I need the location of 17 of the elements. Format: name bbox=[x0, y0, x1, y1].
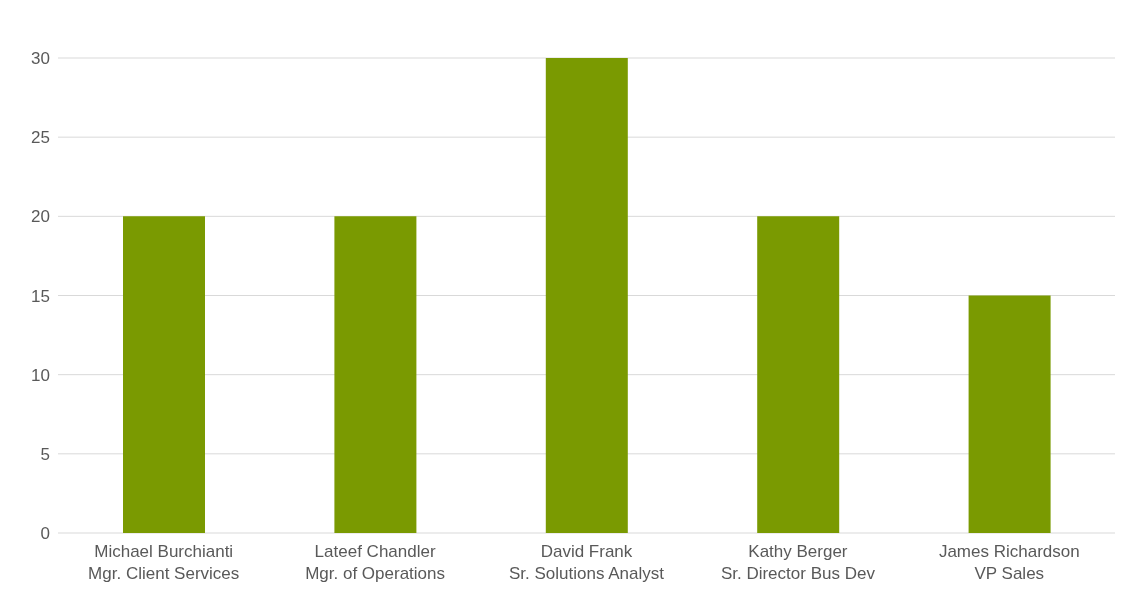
y-tick-label: 30 bbox=[31, 49, 50, 69]
bar bbox=[545, 58, 628, 533]
bar bbox=[968, 295, 1051, 533]
y-tick-label: 15 bbox=[31, 286, 50, 306]
bar bbox=[334, 216, 417, 533]
x-tick-label: Lateef Chandler Mgr. of Operations bbox=[305, 542, 446, 583]
y-tick-label: 20 bbox=[31, 207, 50, 227]
y-tick-label: 0 bbox=[40, 524, 50, 544]
x-tick-label: James Richardson VP Sales bbox=[938, 542, 1080, 583]
bar bbox=[757, 216, 840, 533]
y-tick-label: 5 bbox=[40, 444, 50, 464]
x-tick-label: Michael Burchianti Mgr. Client Services bbox=[88, 542, 240, 583]
x-tick-label: David Frank Sr. Solutions Analyst bbox=[509, 542, 665, 583]
bar bbox=[123, 216, 205, 533]
x-tick-label: Kathy Berger Sr. Director Bus Dev bbox=[720, 542, 876, 583]
y-tick-label: 25 bbox=[31, 128, 50, 148]
y-tick-label: 10 bbox=[31, 365, 50, 385]
